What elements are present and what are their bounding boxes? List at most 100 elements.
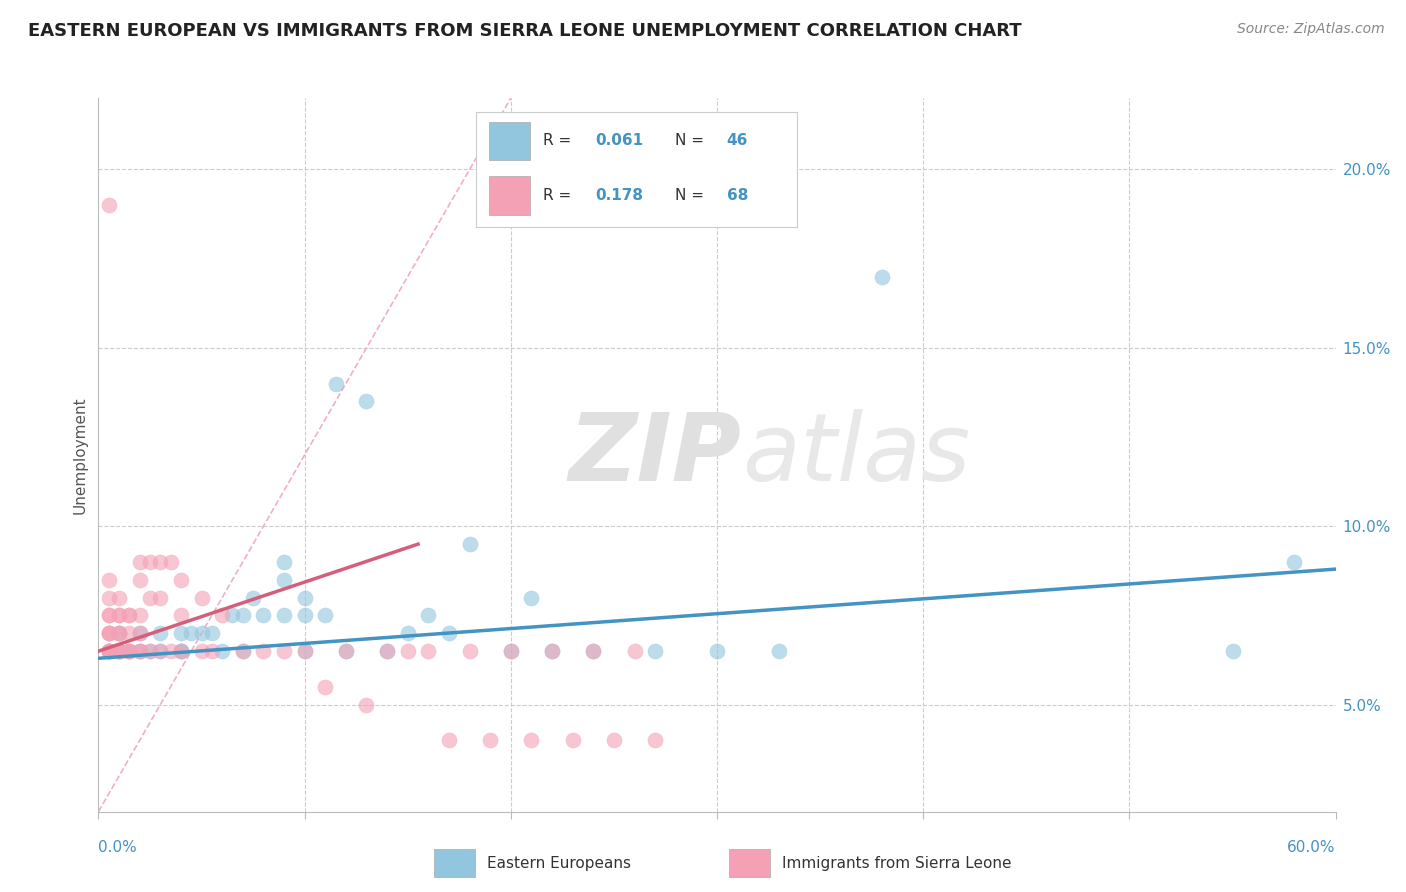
Point [118, 626, 141, 640]
Point [1284, 555, 1306, 569]
Point [128, 608, 150, 623]
Point [170, 644, 193, 658]
Point [294, 644, 316, 658]
Point [97, 626, 120, 640]
Point [97, 626, 120, 640]
Point [211, 644, 233, 658]
Point [128, 644, 150, 658]
Point [211, 608, 233, 623]
Point [108, 626, 131, 640]
Point [108, 644, 131, 658]
Text: EASTERN EUROPEAN VS IMMIGRANTS FROM SIERRA LEONE UNEMPLOYMENT CORRELATION CHART: EASTERN EUROPEAN VS IMMIGRANTS FROM SIER… [28, 22, 1022, 40]
Point [170, 573, 193, 587]
Point [149, 591, 172, 605]
Point [418, 644, 440, 658]
Point [335, 644, 357, 658]
Text: Immigrants from Sierra Leone: Immigrants from Sierra Leone [782, 855, 1011, 871]
Point [232, 608, 254, 623]
Point [149, 626, 172, 640]
Point [252, 644, 274, 658]
Point [190, 644, 212, 658]
Point [706, 644, 728, 658]
Point [644, 644, 666, 658]
Text: atlas: atlas [742, 409, 970, 500]
Point [232, 644, 254, 658]
Point [396, 626, 419, 640]
Point [541, 644, 564, 658]
Point [128, 644, 150, 658]
Point [458, 537, 481, 551]
Point [97, 644, 120, 658]
Point [108, 591, 131, 605]
Point [520, 733, 543, 747]
Point [582, 644, 605, 658]
Point [479, 733, 502, 747]
Point [128, 626, 150, 640]
Point [221, 608, 243, 623]
Point [232, 644, 254, 658]
Point [356, 698, 378, 712]
Point [97, 644, 120, 658]
Point [128, 626, 150, 640]
Point [499, 644, 522, 658]
Point [768, 644, 790, 658]
Point [149, 644, 172, 658]
Point [128, 644, 150, 658]
Point [190, 626, 212, 640]
Point [97, 626, 120, 640]
FancyBboxPatch shape [433, 849, 475, 877]
Point [870, 269, 893, 284]
Point [294, 591, 316, 605]
Point [159, 644, 181, 658]
Point [108, 626, 131, 640]
Point [375, 644, 398, 658]
Point [97, 573, 120, 587]
Point [118, 608, 141, 623]
Point [97, 644, 120, 658]
Point [97, 591, 120, 605]
Point [190, 591, 212, 605]
Point [108, 608, 131, 623]
Point [108, 644, 131, 658]
Point [437, 626, 460, 640]
Point [118, 644, 141, 658]
Point [561, 733, 583, 747]
Point [149, 644, 172, 658]
Point [294, 644, 316, 658]
Text: Eastern Europeans: Eastern Europeans [486, 855, 631, 871]
Point [314, 680, 336, 694]
Point [97, 608, 120, 623]
Point [159, 555, 181, 569]
Point [252, 608, 274, 623]
Point [499, 644, 522, 658]
Point [149, 555, 172, 569]
Point [623, 644, 645, 658]
Point [170, 626, 193, 640]
Point [644, 733, 666, 747]
Point [325, 376, 347, 391]
FancyBboxPatch shape [728, 849, 770, 877]
Point [97, 644, 120, 658]
Text: 0.0%: 0.0% [98, 840, 138, 855]
Point [541, 644, 564, 658]
Point [396, 644, 419, 658]
Point [520, 591, 543, 605]
Point [97, 608, 120, 623]
Point [118, 644, 141, 658]
Point [118, 608, 141, 623]
Point [139, 644, 162, 658]
Point [273, 573, 295, 587]
Point [294, 608, 316, 623]
Point [118, 644, 141, 658]
Point [356, 394, 378, 409]
Point [128, 573, 150, 587]
Point [108, 626, 131, 640]
Point [139, 591, 162, 605]
Text: Source: ZipAtlas.com: Source: ZipAtlas.com [1237, 22, 1385, 37]
Point [418, 608, 440, 623]
Point [375, 644, 398, 658]
Point [314, 608, 336, 623]
Point [603, 733, 626, 747]
Point [201, 626, 224, 640]
Text: 60.0%: 60.0% [1288, 840, 1336, 855]
